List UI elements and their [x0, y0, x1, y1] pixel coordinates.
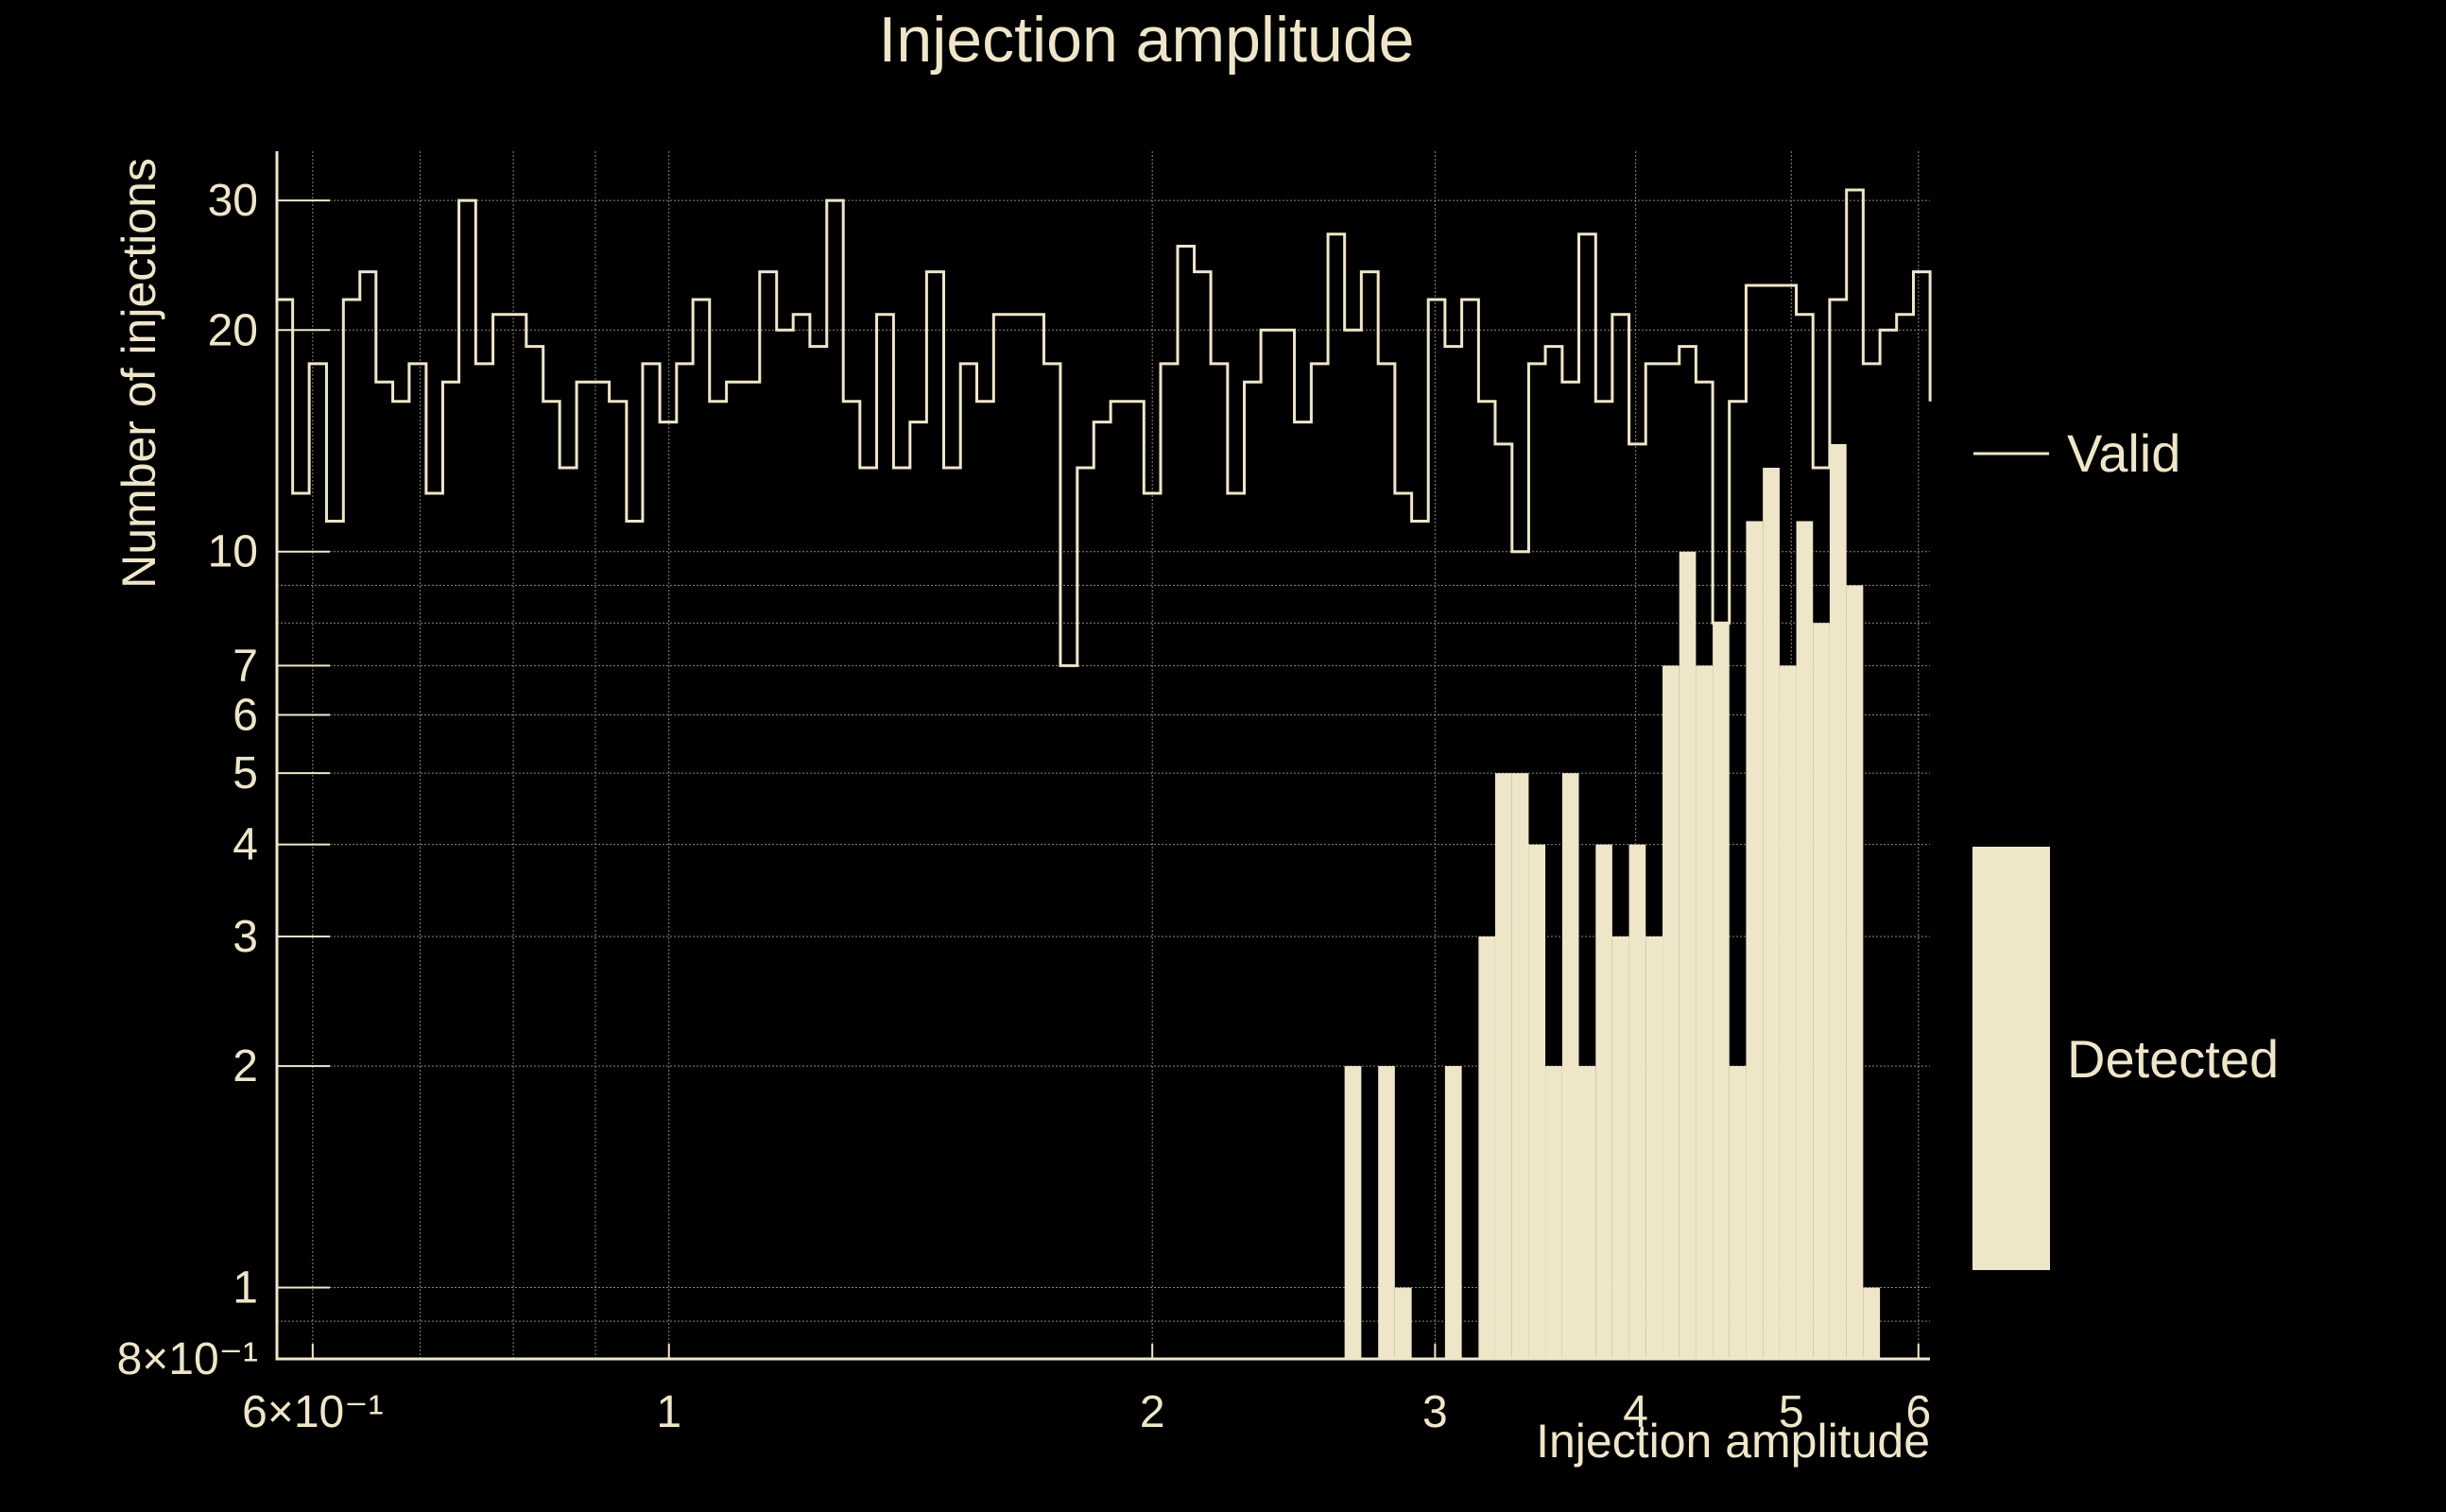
x-tick-label: 2: [1140, 1387, 1165, 1437]
y-axis-label: Number of injections: [112, 158, 165, 589]
detected-bar: [1478, 936, 1495, 1359]
y-tick-label: 10: [208, 527, 258, 577]
axes: [275, 151, 1930, 1361]
x-axis-label: Injection amplitude: [1536, 1415, 1930, 1468]
detected-bar: [1444, 1066, 1462, 1359]
detected-bar: [1763, 467, 1780, 1359]
x-tick-label: 1: [656, 1387, 681, 1437]
x-tick-label: 6×10⁻¹: [242, 1387, 383, 1437]
y-tick-labels: 8×10⁻¹ 1 2 3 4 5 67 10 20 30: [117, 176, 258, 1384]
detected-bar: [1511, 773, 1529, 1359]
chart-title: Injection amplitude: [878, 4, 1414, 76]
detected-bar: [1545, 1066, 1562, 1359]
y-tick-label: 7: [233, 641, 258, 691]
x-tick-labels: 6×10⁻¹ 1 2 3 4 5 6: [242, 1387, 1931, 1437]
detected-bar: [1561, 773, 1579, 1359]
x-tick-label: 4: [1623, 1387, 1648, 1437]
legend-detected-swatch: [1972, 847, 2050, 1270]
y-tick-label: 1: [233, 1263, 258, 1314]
detected-bar: [1829, 443, 1847, 1359]
detected-bar: [1813, 623, 1830, 1359]
detected-bar: [1595, 844, 1612, 1359]
valid-step-line: [277, 188, 1932, 667]
detected-bar: [1696, 665, 1714, 1359]
detected-bar: [1494, 773, 1512, 1359]
y-tick-label: 20: [208, 305, 258, 355]
detected-bar: [1645, 936, 1663, 1359]
y-tick-label: 5: [233, 748, 258, 799]
detected-bar: [1344, 1066, 1362, 1359]
detected-series: [1344, 443, 1881, 1359]
y-tick-label: 6: [233, 690, 258, 740]
detected-bar: [1729, 1066, 1747, 1359]
detected-bar: [1846, 585, 1864, 1359]
x-tick-label: 5: [1779, 1387, 1804, 1437]
detected-bar: [1713, 623, 1730, 1359]
legend-detected-label: Detected: [2067, 1029, 2279, 1089]
legend: Valid Detected: [1972, 423, 2279, 1270]
y-tick-label: 3: [233, 912, 258, 962]
x-tick-label: 3: [1422, 1387, 1448, 1437]
detected-bar: [1528, 844, 1546, 1359]
detected-bar: [1611, 936, 1629, 1359]
detected-bar: [1746, 521, 1764, 1359]
gridlines: [277, 151, 1930, 1360]
detected-bar: [1378, 1066, 1395, 1359]
detected-bar: [1796, 521, 1814, 1359]
detected-bar: [1863, 1287, 1881, 1359]
y-tick-label: 30: [208, 176, 258, 226]
y-tick-label: 2: [233, 1041, 258, 1091]
detected-bar: [1628, 844, 1646, 1359]
legend-valid-label: Valid: [2067, 423, 2180, 483]
x-tick-label: 6: [1905, 1387, 1931, 1437]
detected-bar: [1662, 665, 1679, 1359]
detected-bar: [1578, 1066, 1596, 1359]
valid-series: [277, 188, 1932, 667]
detected-bar: [1394, 1287, 1412, 1359]
detected-bar: [1779, 665, 1797, 1359]
y-tick-label: 8×10⁻¹: [117, 1334, 258, 1384]
y-tick-label: 4: [233, 820, 258, 870]
detected-bar: [1679, 551, 1697, 1359]
